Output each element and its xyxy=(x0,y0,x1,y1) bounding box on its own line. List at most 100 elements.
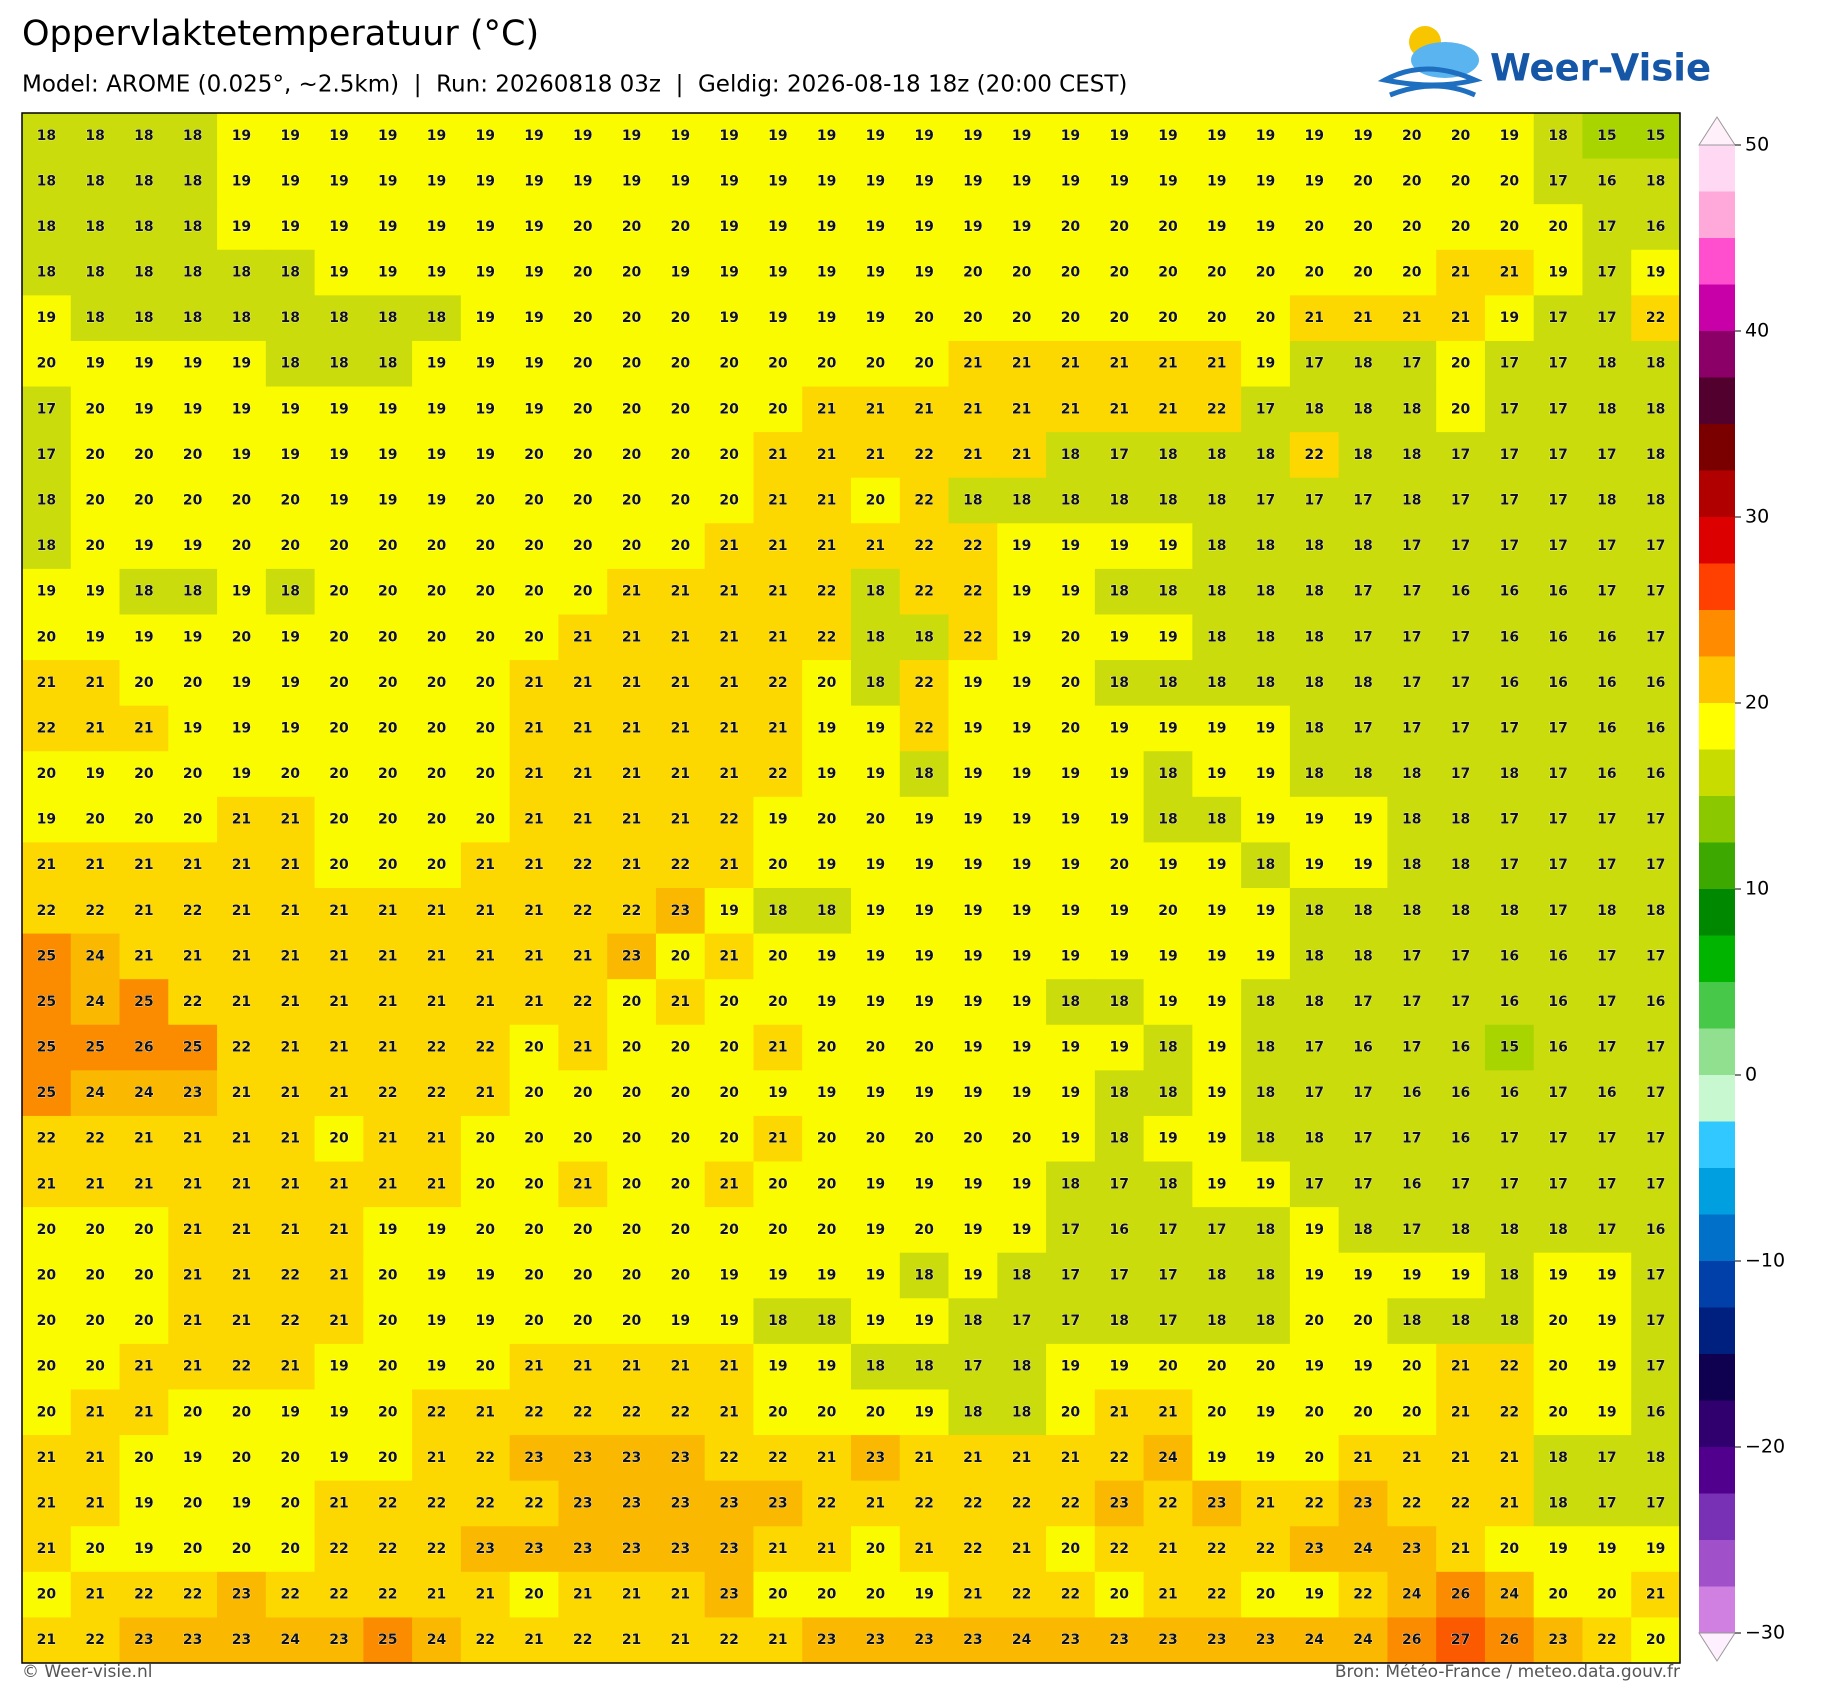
temperature-label: 21 xyxy=(719,1359,738,1375)
temperature-cell xyxy=(1192,842,1242,889)
temperature-label: 19 xyxy=(1451,1268,1470,1284)
temperature-label: 18 xyxy=(37,493,56,509)
temperature-label: 17 xyxy=(1353,629,1372,645)
temperature-label: 20 xyxy=(1548,219,1568,235)
temperature-label: 20 xyxy=(524,538,544,554)
temperature-cell xyxy=(1338,1024,1388,1071)
temperature-cell xyxy=(753,340,803,388)
temperature-label: 17 xyxy=(1451,948,1470,964)
temperature-cell xyxy=(363,614,413,661)
temperature-cell xyxy=(607,340,657,388)
temperature-label: 23 xyxy=(183,1085,202,1101)
temperature-cell xyxy=(119,614,169,661)
temperature-cell xyxy=(70,614,121,661)
temperature-label: 19 xyxy=(1061,948,1080,964)
temperature-label: 20 xyxy=(1548,1359,1568,1375)
temperature-cell xyxy=(119,979,169,1026)
temperature-label: 19 xyxy=(232,173,251,189)
temperature-label: 19 xyxy=(866,948,885,964)
temperature-label: 21 xyxy=(573,1587,592,1603)
temperature-cell xyxy=(997,523,1047,570)
temperature-cell xyxy=(1533,386,1583,433)
temperature-label: 19 xyxy=(183,356,202,372)
temperature-cell xyxy=(1192,705,1242,752)
temperature-label: 18 xyxy=(1353,948,1372,964)
temperature-cell xyxy=(1387,979,1437,1026)
temperature-label: 19 xyxy=(1500,128,1519,144)
temperature-label: 19 xyxy=(1207,1040,1226,1056)
temperature-label: 19 xyxy=(427,447,446,463)
temperature-label: 20 xyxy=(817,1176,837,1192)
temperature-cell xyxy=(655,340,706,388)
temperature-label: 19 xyxy=(329,128,348,144)
temperature-label: 23 xyxy=(622,1495,641,1511)
temperature-label: 19 xyxy=(1012,629,1031,645)
temperature-cell xyxy=(119,933,169,980)
temperature-label: 19 xyxy=(1256,812,1275,828)
temperature-label: 25 xyxy=(37,948,56,964)
temperature-cell xyxy=(1143,1161,1193,1208)
temperature-cell xyxy=(70,842,121,889)
temperature-label: 23 xyxy=(1353,1495,1372,1511)
temperature-cell xyxy=(1582,705,1632,752)
temperature-cell xyxy=(460,295,511,342)
temperature-cell xyxy=(509,1207,559,1254)
temperature-label: 19 xyxy=(914,265,933,281)
temperature-label: 20 xyxy=(1061,675,1081,691)
temperature-label: 21 xyxy=(1207,356,1226,372)
temperature-label: 20 xyxy=(1012,1131,1032,1147)
temperature-cell xyxy=(363,842,413,889)
temperature-cell xyxy=(22,705,72,752)
temperature-label: 26 xyxy=(134,1040,153,1056)
temperature-label: 20 xyxy=(671,310,691,326)
temperature-label: 21 xyxy=(1012,356,1031,372)
temperature-cell xyxy=(558,568,608,615)
temperature-label: 20 xyxy=(719,447,739,463)
temperature-label: 19 xyxy=(280,401,299,417)
temperature-label: 17 xyxy=(963,1359,982,1375)
temperature-cell xyxy=(1484,979,1535,1026)
temperature-label: 19 xyxy=(1597,1541,1616,1557)
temperature-label: 21 xyxy=(1012,1541,1031,1557)
temperature-label: 20 xyxy=(768,857,788,873)
temperature-cell xyxy=(997,1070,1047,1117)
colorbar-band xyxy=(1699,1075,1735,1122)
temperature-cell xyxy=(802,842,852,889)
temperature-label: 22 xyxy=(573,1632,592,1648)
temperature-cell xyxy=(412,796,462,843)
temperature-label: 18 xyxy=(85,173,104,189)
temperature-label: 18 xyxy=(768,903,787,919)
temperature-label: 20 xyxy=(622,493,642,509)
temperature-cell xyxy=(509,568,559,615)
temperature-label: 21 xyxy=(37,857,56,873)
temperature-label: 19 xyxy=(280,128,299,144)
temperature-label: 19 xyxy=(1061,1131,1080,1147)
temperature-cell xyxy=(1582,249,1632,296)
temperature-label: 19 xyxy=(1256,1404,1275,1420)
temperature-cell xyxy=(1094,1024,1145,1071)
temperature-label: 19 xyxy=(280,1404,299,1420)
temperature-label: 20 xyxy=(914,1222,934,1238)
temperature-label: 19 xyxy=(1305,812,1324,828)
temperature-cell xyxy=(363,1024,413,1071)
temperature-label: 23 xyxy=(329,1632,348,1648)
temperature-cell xyxy=(753,1115,803,1163)
temperature-label: 20 xyxy=(1109,857,1129,873)
temperature-label: 21 xyxy=(1012,447,1031,463)
temperature-cell xyxy=(1484,523,1535,570)
temperature-label: 18 xyxy=(914,1268,933,1284)
temperature-label: 22 xyxy=(378,1085,397,1101)
temperature-label: 20 xyxy=(85,538,105,554)
temperature-cell xyxy=(607,386,657,433)
temperature-cell xyxy=(412,477,462,524)
temperature-label: 19 xyxy=(866,128,885,144)
temperature-label: 22 xyxy=(1256,1541,1275,1557)
temperature-label: 20 xyxy=(476,1359,496,1375)
temperature-cell xyxy=(70,523,121,570)
temperature-cell xyxy=(363,1115,413,1163)
temperature-label: 19 xyxy=(427,1313,446,1329)
temperature-cell xyxy=(1143,660,1193,707)
temperature-label: 21 xyxy=(524,766,543,782)
temperature-label: 16 xyxy=(1402,1176,1421,1192)
temperature-label: 19 xyxy=(524,265,543,281)
